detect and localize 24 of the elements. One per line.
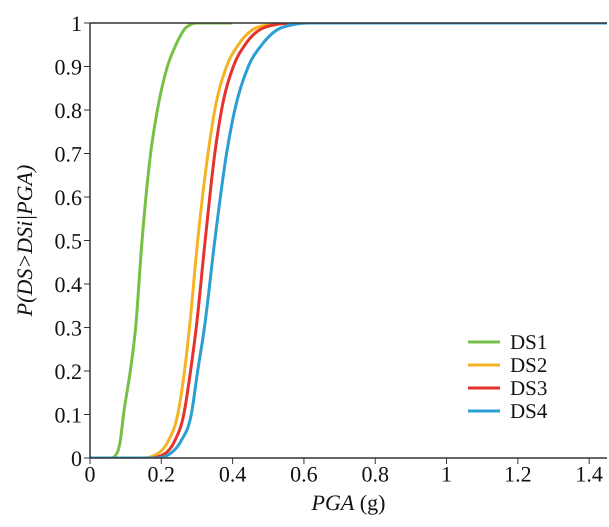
y-tick-label: 0.6: [54, 184, 82, 210]
y-axis-title: P(DS>DSi|PGA): [12, 164, 37, 318]
x-tick-label: 1.2: [504, 462, 532, 487]
legend-label: DS2: [510, 352, 548, 376]
y-tick-label: 0.8: [54, 98, 82, 123]
x-tick-label: 1: [441, 462, 452, 487]
x-tick-label: 0.2: [148, 462, 176, 487]
y-tick-label: 0.5: [54, 228, 82, 254]
y-tick-label: 1: [71, 10, 82, 36]
y-tick-label: 0.1: [54, 402, 82, 428]
legend-label: DS3: [510, 376, 548, 400]
x-axis-title: PGA (g): [310, 490, 386, 515]
y-tick-label: 0.9: [54, 54, 82, 80]
y-tick-label: 0.3: [54, 315, 82, 340]
x-tick-label: 0.6: [290, 462, 318, 487]
y-tick-label: 0.2: [54, 358, 82, 384]
y-tick-label: 0.4: [54, 272, 82, 297]
x-tick-label: 0.4: [218, 462, 246, 487]
y-tick-label: 0.7: [54, 141, 82, 166]
y-tick-label: 0: [71, 446, 82, 471]
legend-label: DS4: [510, 398, 548, 422]
x-tick-label: 1.4: [575, 462, 603, 487]
x-tick-label: 0.8: [361, 462, 389, 487]
legend-label: DS1: [510, 330, 548, 354]
